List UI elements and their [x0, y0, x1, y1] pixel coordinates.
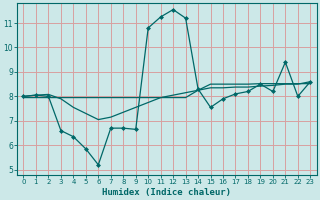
X-axis label: Humidex (Indice chaleur): Humidex (Indice chaleur): [102, 188, 231, 197]
